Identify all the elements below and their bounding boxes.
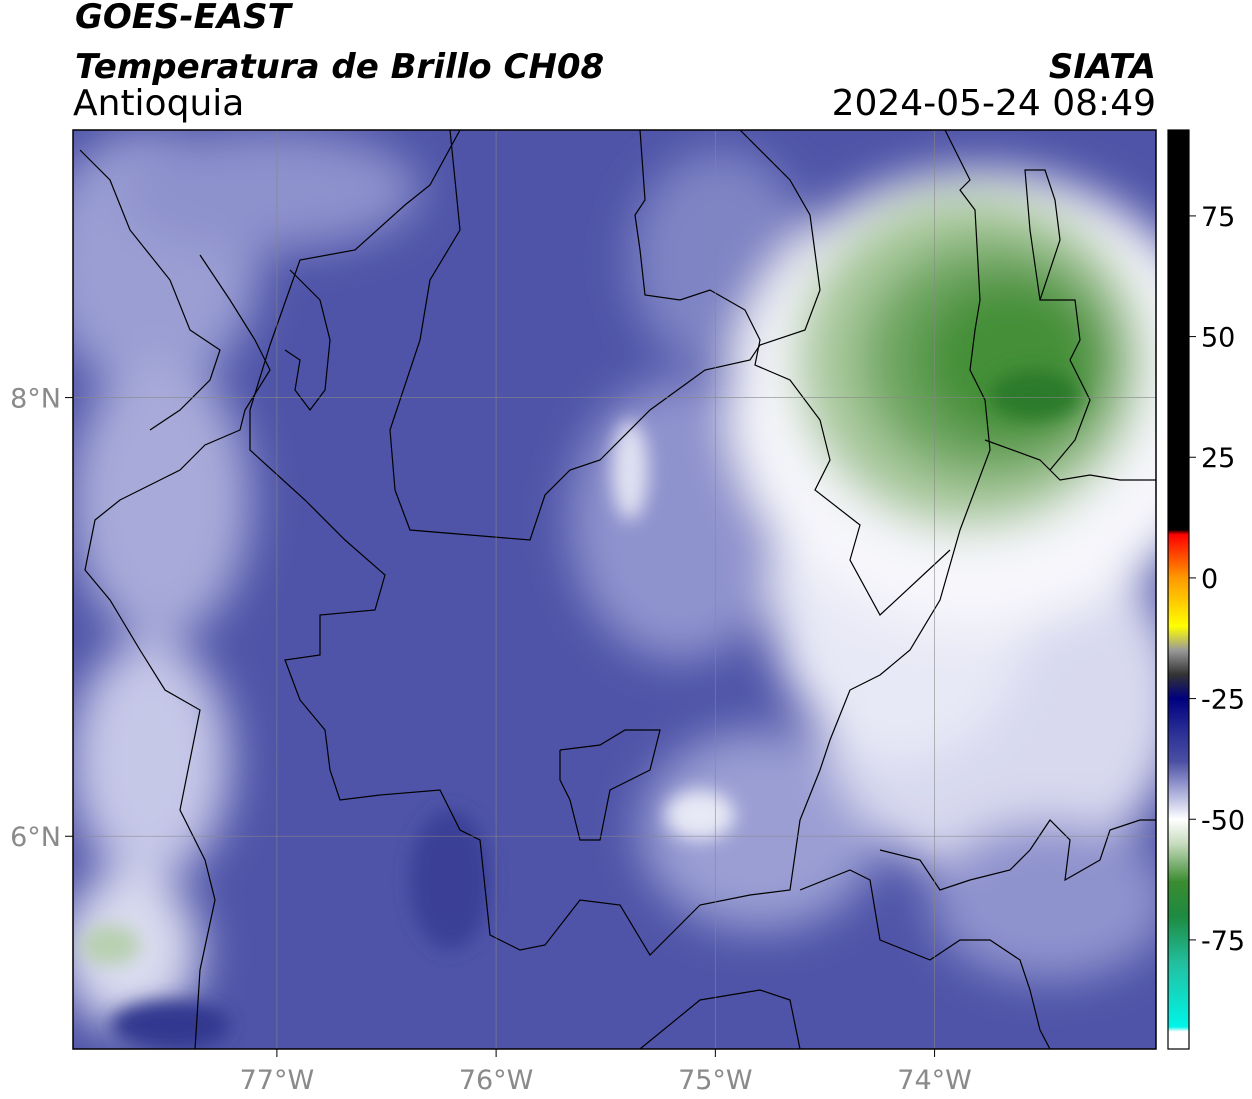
lon-tick-label: 75°W [678, 1065, 753, 1096]
lat-tick-label: 6°N [10, 822, 61, 853]
colorbar-tick-label: 75 [1201, 202, 1235, 233]
colorbar-tick-label: -75 [1201, 926, 1245, 957]
colorbar [1167, 129, 1190, 1050]
colorbar-tick-label: 25 [1201, 443, 1235, 474]
colorbar-tick-label: 50 [1201, 323, 1235, 354]
colorbar-tick-label: 0 [1201, 564, 1218, 595]
agency: SIATA [1049, 47, 1156, 87]
lon-tick-label: 77°W [240, 1065, 315, 1096]
map-frame [72, 129, 1157, 1050]
colorbar-tick-label: -50 [1201, 805, 1245, 836]
lat-tick-label: 8°N [10, 384, 61, 415]
lon-tick-label: 74°W [897, 1065, 972, 1096]
datetime: 2024-05-24 08:49 [832, 83, 1156, 124]
satellite-image [73, 130, 1156, 1049]
colorbar-tick-label: -25 [1201, 685, 1245, 716]
product-title: Temperatura de Brillo CH08 [75, 47, 604, 87]
region: Antioquia [73, 83, 244, 124]
satellite-title: GOES-EAST [75, 0, 294, 37]
lon-tick-label: 76°W [459, 1065, 534, 1096]
